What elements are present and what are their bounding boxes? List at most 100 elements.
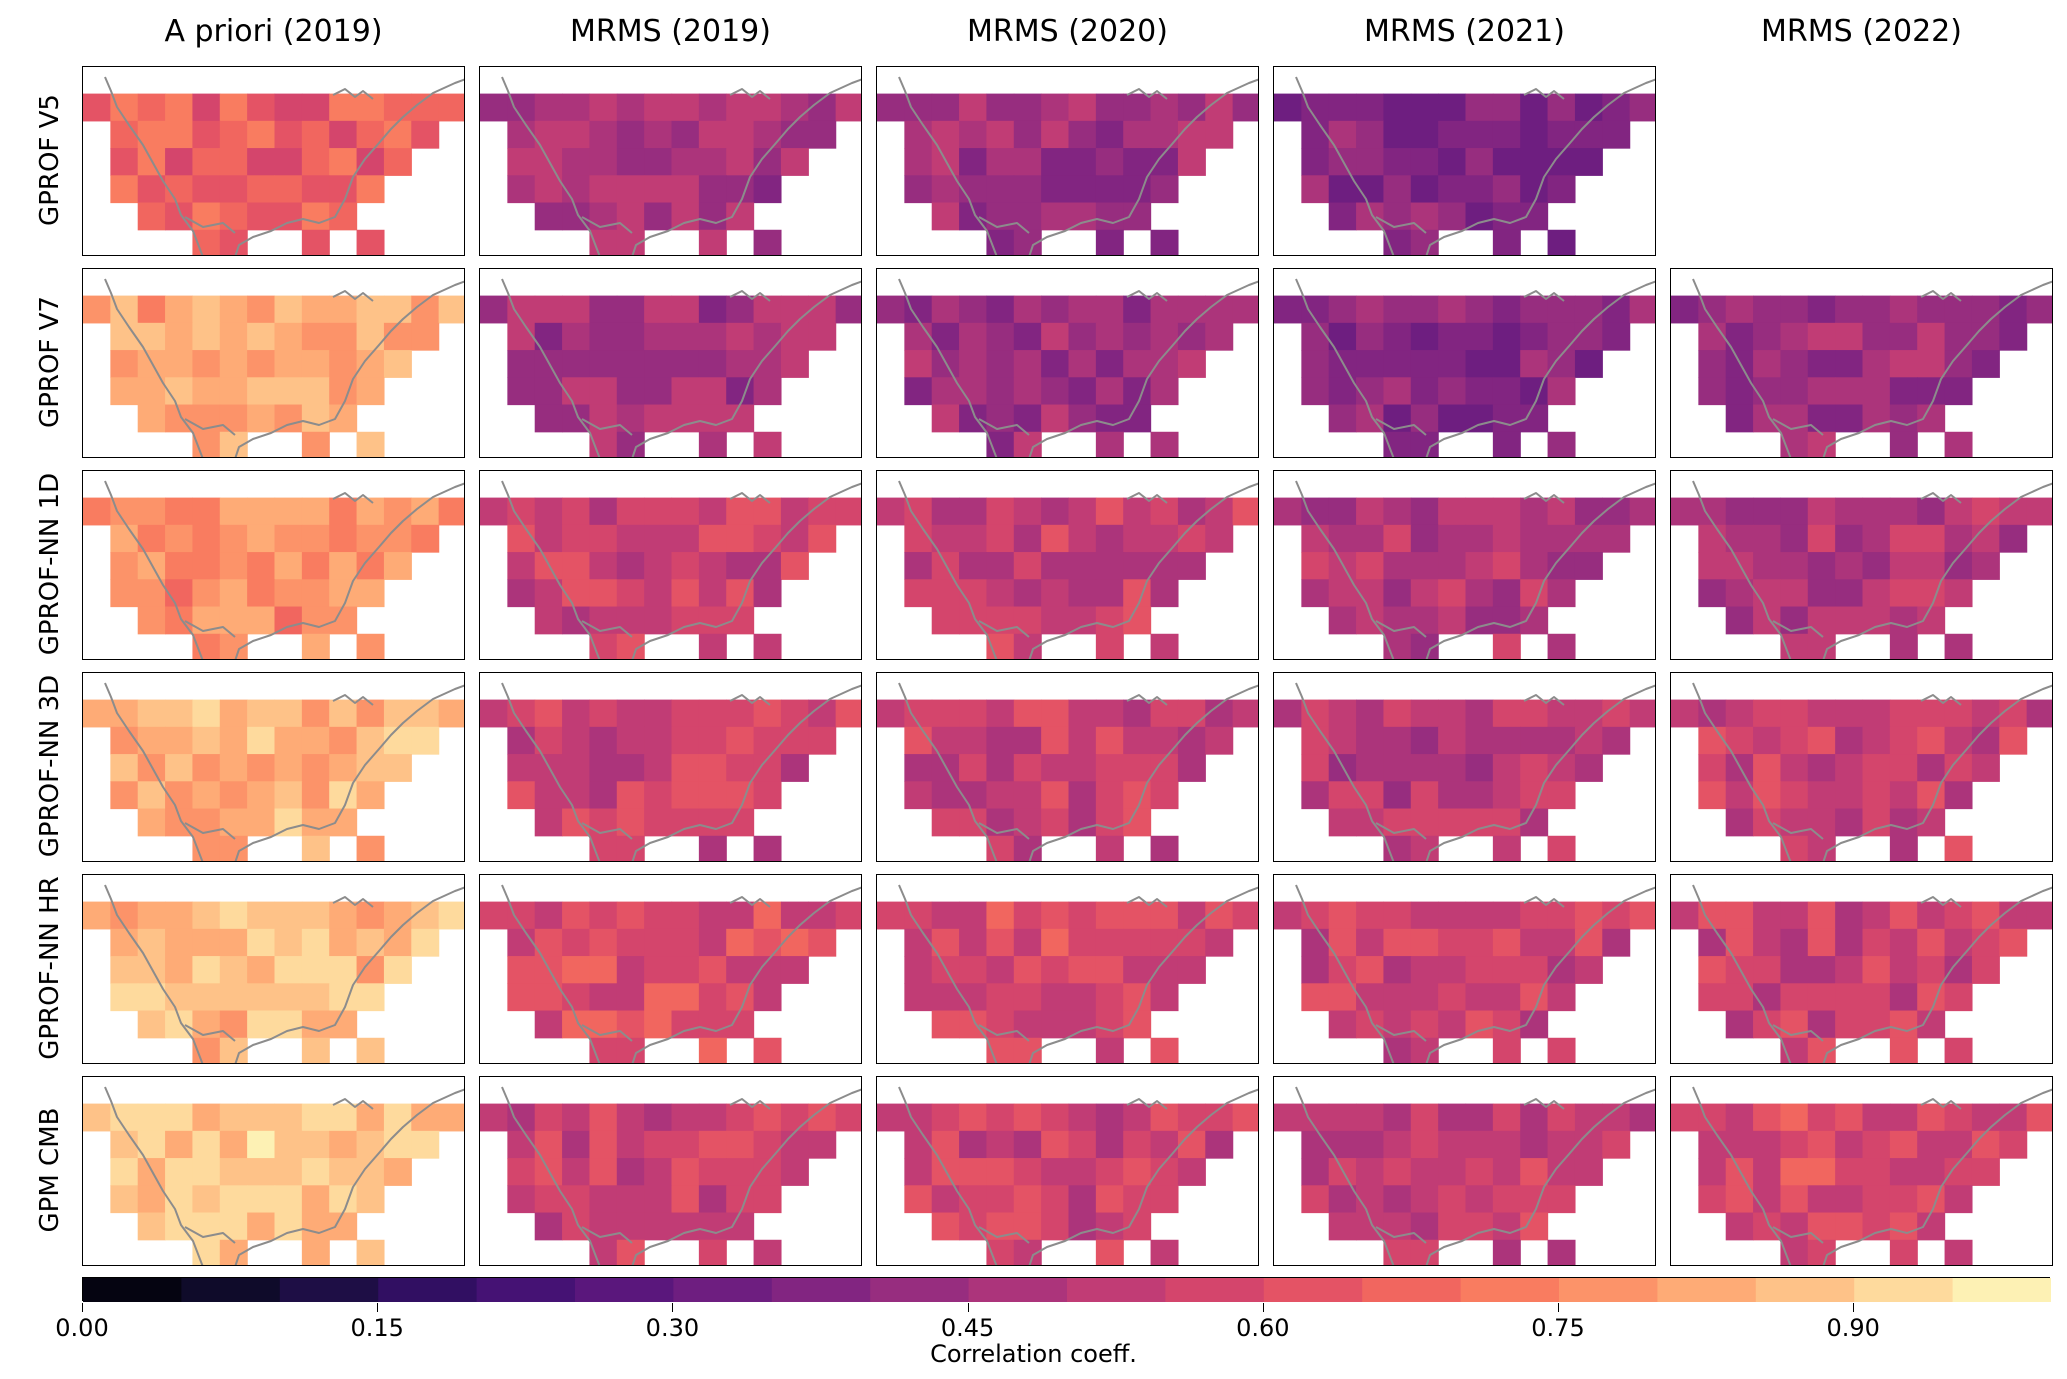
- grid-cell: [1123, 928, 1152, 957]
- grid-cell: [1547, 633, 1576, 659]
- grid-cell: [644, 726, 673, 755]
- grid-cell: [698, 120, 727, 149]
- grid-cell: [959, 754, 988, 782]
- grid-cell: [329, 93, 358, 122]
- grid-cell: [780, 1130, 809, 1159]
- grid-cell: [1520, 1103, 1549, 1132]
- grid-cell: [301, 726, 330, 755]
- grid-cell: [589, 524, 618, 553]
- grid-cell: [534, 1010, 563, 1039]
- grid-cell: [1862, 928, 1891, 957]
- grid-cell: [192, 983, 221, 1012]
- grid-cell: [1150, 175, 1179, 204]
- grid-cell: [959, 552, 988, 580]
- grid-cell: [1971, 1130, 2000, 1159]
- grid-cell: [1807, 497, 1836, 526]
- grid-cell: [1438, 1010, 1467, 1039]
- grid-cell: [1492, 1158, 1521, 1186]
- grid-cell: [753, 1185, 782, 1214]
- grid-cell: [301, 901, 330, 930]
- grid-cell: [1301, 1130, 1330, 1159]
- grid-cell: [507, 1130, 536, 1159]
- grid-cell: [1862, 781, 1891, 810]
- map-panel: [1670, 1076, 2053, 1266]
- grid-cell: [1835, 956, 1864, 984]
- grid-cell: [534, 781, 563, 810]
- grid-cell: [959, 497, 988, 526]
- grid-cell: [1780, 956, 1809, 984]
- grid-cell: [1438, 1158, 1467, 1186]
- grid-cell: [1492, 1130, 1521, 1159]
- grid-cell: [616, 175, 645, 204]
- grid-cell: [1068, 579, 1097, 608]
- grid-cell: [1041, 699, 1070, 728]
- grid-cell: [644, 93, 673, 122]
- grid-cell: [1492, 497, 1521, 526]
- coastline: [332, 694, 374, 706]
- grid-cell: [698, 579, 727, 608]
- grid-cell: [247, 497, 276, 526]
- grid-cell: [835, 93, 861, 122]
- grid-cell: [1041, 552, 1070, 580]
- grid-cell: [1123, 497, 1152, 526]
- grid-cell: [1725, 1010, 1754, 1039]
- colorbar-tick-label: 0.45: [940, 1314, 995, 1342]
- grid-cell: [1410, 1158, 1439, 1186]
- grid-cell: [698, 552, 727, 580]
- grid-cell: [931, 983, 960, 1012]
- grid-cell: [1041, 1185, 1070, 1214]
- grid-cell: [1753, 1130, 1782, 1159]
- grid-cell: [1971, 699, 2000, 728]
- grid-cell: [1492, 781, 1521, 810]
- grid-cell: [959, 579, 988, 608]
- grid-cell: [192, 1130, 221, 1159]
- coastline: [501, 682, 601, 861]
- map-panel: [876, 268, 1259, 458]
- grid-cell: [1492, 350, 1521, 378]
- grid-cell: [931, 497, 960, 526]
- map-panel: [82, 66, 465, 256]
- grid-cell: [931, 202, 960, 231]
- grid-cell: [301, 93, 330, 122]
- grid-cell: [1410, 1103, 1439, 1132]
- grid-cell: [1438, 524, 1467, 553]
- grid-cell: [219, 202, 248, 231]
- colorbar-tick-label: 0.90: [1826, 1314, 1880, 1342]
- grid-cell: [589, 754, 618, 782]
- grid-cell: [356, 524, 385, 553]
- grid-cell: [1465, 726, 1494, 755]
- grid-cell: [644, 404, 673, 433]
- grid-cell: [562, 93, 591, 122]
- grid-cell: [1438, 350, 1467, 378]
- grid-cell: [644, 1130, 673, 1159]
- colorbar-bin: [673, 1278, 773, 1302]
- grid-cell: [301, 699, 330, 728]
- grid-cell: [877, 699, 905, 728]
- grid-cell: [726, 295, 755, 324]
- grid-cell: [1068, 983, 1097, 1012]
- grid-cell: [1177, 295, 1206, 324]
- grid-cell: [1862, 579, 1891, 608]
- grid-cell: [616, 579, 645, 608]
- grid-cell: [780, 350, 809, 378]
- grid-cell: [1725, 606, 1754, 635]
- grid-cell: [1410, 93, 1439, 122]
- grid-cell: [192, 93, 221, 122]
- grid-cell: [1807, 1103, 1836, 1132]
- grid-cell: [1410, 322, 1439, 351]
- coastline: [581, 1024, 633, 1042]
- grid-cell: [1150, 377, 1179, 406]
- grid-cell: [1944, 1185, 1973, 1214]
- grid-cell: [1177, 699, 1206, 728]
- grid-cell: [986, 699, 1015, 728]
- grid-cell: [1177, 928, 1206, 957]
- grid-cell: [1520, 93, 1549, 122]
- grid-cell: [1301, 726, 1330, 755]
- grid-cell: [1862, 754, 1891, 782]
- grid-cell: [1971, 928, 2000, 957]
- grid-cell: [1068, 404, 1097, 433]
- grid-cell: [1671, 901, 1699, 930]
- grid-cell: [562, 781, 591, 810]
- grid-cell: [1753, 377, 1782, 406]
- grid-cell: [301, 835, 330, 861]
